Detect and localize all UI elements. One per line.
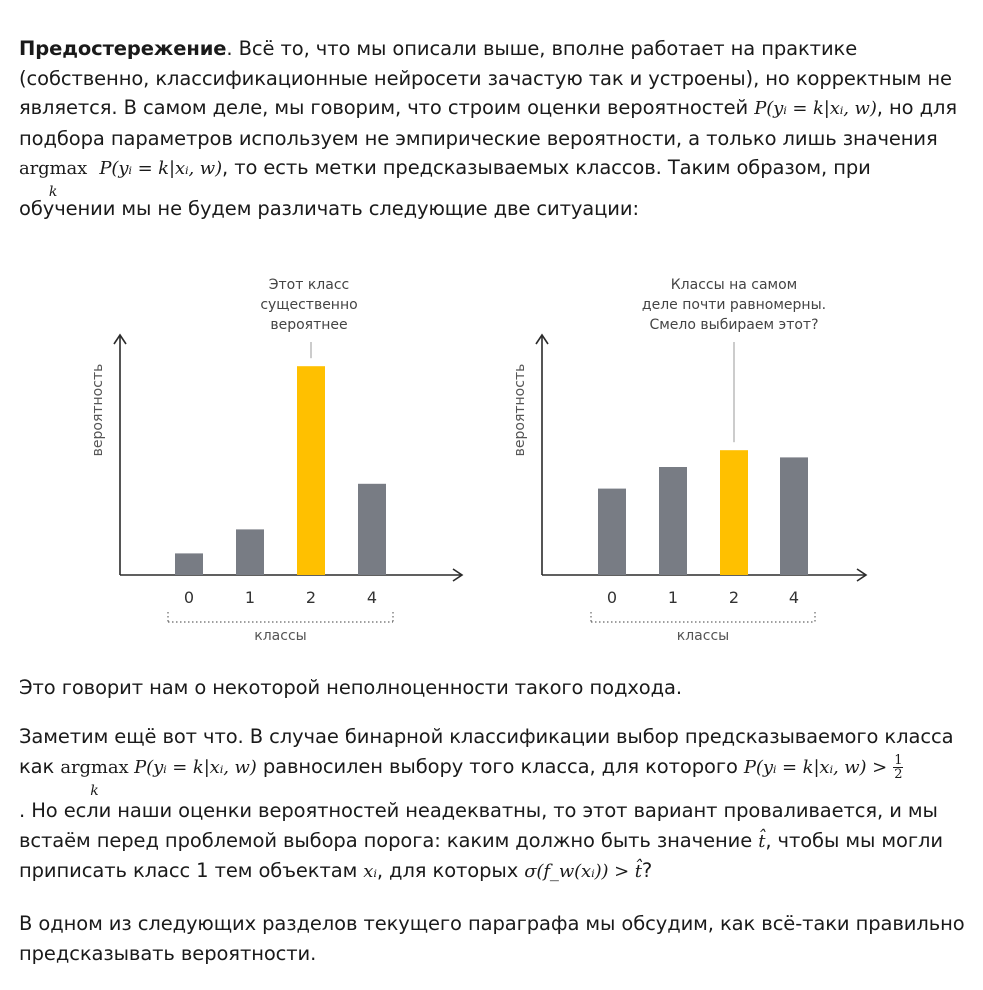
x-axis-arrow [856,568,868,582]
y-axis-arrow [535,333,549,345]
argmax-subscript: k [48,184,58,200]
annotation-text: Этот класс [269,277,349,293]
bar [175,553,203,575]
conclusion-paragraph: Это говорит нам о некоторой неполноценно… [19,673,974,703]
tick-label: 1 [245,588,255,607]
closing-text: В одном из следующих разделов текущего п… [19,912,965,965]
bar [720,450,748,575]
x-axis-label: классы [254,628,306,644]
annotation-text: существенно [260,297,357,313]
annotation-text: деле почти равномерны. [642,297,826,313]
chart-right: вероятность 0 1 2 4 классы Классы на самом деле… [512,277,868,644]
bar [780,457,808,575]
binary-paragraph-2: . Но если наши оценки вероятностей неаде… [19,796,974,887]
binary-text-3: равносилен выбору того класса, для котор… [256,754,744,778]
bar [297,366,325,575]
binary-text-6: , чтобы мы могли [765,828,943,852]
formula-threshold: P(yᵢ = k|xᵢ, w) > [743,756,888,778]
argmax-subscript-2: k [90,782,99,799]
tick-label: 2 [306,588,316,607]
y-axis-label: вероятность [90,364,106,457]
binary-text-4: . Но если наши оценки вероятностей неаде… [19,799,938,822]
annotation-text: Смело выбираем этот? [649,317,818,333]
tick-label: 0 [607,588,617,607]
intro-text-3: , то есть метки предсказываемых классов.… [222,156,871,179]
bar [358,483,386,575]
charts-figure: вероятность 0 1 2 4 классы Этот класс существен… [90,277,868,644]
bar [236,529,264,575]
tick-label: 4 [367,588,377,607]
y-axis-arrow [113,333,127,345]
warning-label: Предостережение [19,37,227,60]
intro-paragraph: Предостережение. Всё то, что мы описали … [19,34,974,200]
annotation-text: вероятнее [270,317,347,333]
binary-paragraph: Заметим ещё вот что. В случае бинарной к… [19,722,974,799]
y-axis-label: вероятность [512,364,528,457]
tick-label: 4 [789,588,799,607]
formula-sigma: σ(f_w(xᵢ)) > t̂ [524,861,642,882]
bar [659,467,687,575]
closing-paragraph: В одном из следующих разделов текущего п… [19,909,974,968]
binary-text-8: , для которых [376,859,525,882]
tick-label: 2 [729,588,739,607]
formula-prob-3: P(yᵢ = k|xᵢ, w) [128,756,257,778]
binary-text-9: ? [641,859,653,882]
tick-label: 0 [184,588,194,607]
x-axis-arrow [452,568,464,582]
conclusion-text: Это говорит нам о некоторой неполноценно… [19,676,682,699]
formula-xi: xᵢ [363,861,377,882]
formula-t-hat: t̂ [758,830,766,852]
binary-text-7: приписать класс 1 тем объектам [19,859,364,882]
bar [598,488,626,575]
intro-text-4: обучении мы не будем различать следующие… [19,197,639,220]
intro-text-2: , но для подбора параметров используем н… [19,96,957,150]
argmax-operator-2: argmax k [60,753,128,799]
intro-text-1: . Всё то, что мы описали выше, вполне ра… [19,37,952,119]
binary-text-1: Заметим ещё вот что. В случае бинарной к… [19,725,954,748]
argmax-operator: argmax k [19,154,87,200]
formula-prob: P(yᵢ = k|xᵢ, w) [754,98,877,119]
chart-left: вероятность 0 1 2 4 классы Этот класс существен… [90,277,464,644]
intro-paragraph-end: обучении мы не будем различать следующие… [19,194,974,224]
formula-prob-2: P(yᵢ = k|xᵢ, w) [99,158,222,179]
x-axis-label: классы [677,628,729,644]
tick-label: 1 [668,588,678,607]
annotation-text: Классы на самом [671,277,798,293]
binary-text-2: как [19,754,61,778]
binary-text-5: встаём перед проблемой выбора порога: ка… [19,828,759,852]
